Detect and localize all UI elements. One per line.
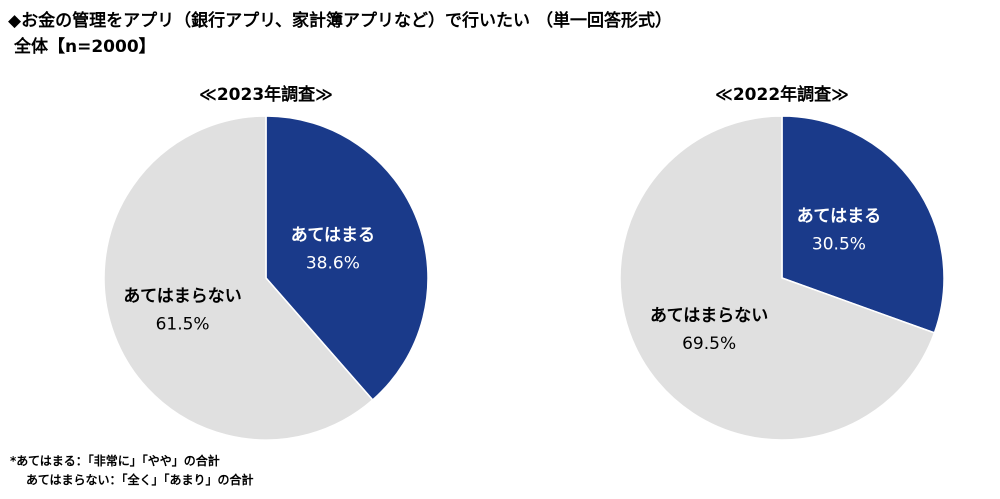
pie-2022-heading: ≪2022年調査≫ [715, 85, 849, 105]
footnote-disagree: あてはまらない：「全く」「あまり」の合計 [26, 473, 254, 487]
pie-2023-label-1: あてはまらない [123, 286, 241, 306]
pie-2022-label-1: あてはまらない [650, 306, 768, 326]
chart-title: ◆お金の管理をアプリ（銀行アプリ、家計簿アプリなど）で行いたい （単一回答形式） [8, 11, 672, 31]
pie-2023-value-0: 38.6% [306, 253, 360, 273]
pie-2023-label-0: あてはまる [291, 225, 375, 245]
pie-2023-heading: ≪2023年調査≫ [199, 85, 333, 105]
pie-chart-2022: あてはまる 30.5% あてはまらない 69.5% [619, 115, 945, 441]
pie-2022-label-0: あてはまる [797, 207, 881, 227]
pie-2023-value-1: 61.5% [156, 314, 210, 334]
footnotes: *あてはまる：「非常に」「やや」の合計 あてはまらない：「全く」「あまり」の合計 [10, 452, 254, 490]
pie-2023-slice-1 [103, 115, 374, 441]
pie-2022-value-0: 30.5% [812, 235, 866, 255]
footnote-agree: *あてはまる：「非常に」「やや」の合計 [10, 454, 220, 468]
pie-chart-2023: あてはまる 38.6% あてはまらない 61.5% [103, 115, 429, 441]
pie-2022-slice-0 [781, 115, 945, 334]
pie-2022-value-1: 69.5% [682, 334, 736, 354]
pie-2022-slice-1 [619, 115, 936, 441]
pie-2023-slice-0 [265, 115, 429, 401]
sample-base-label: 全体【n=2000】 [14, 37, 156, 57]
